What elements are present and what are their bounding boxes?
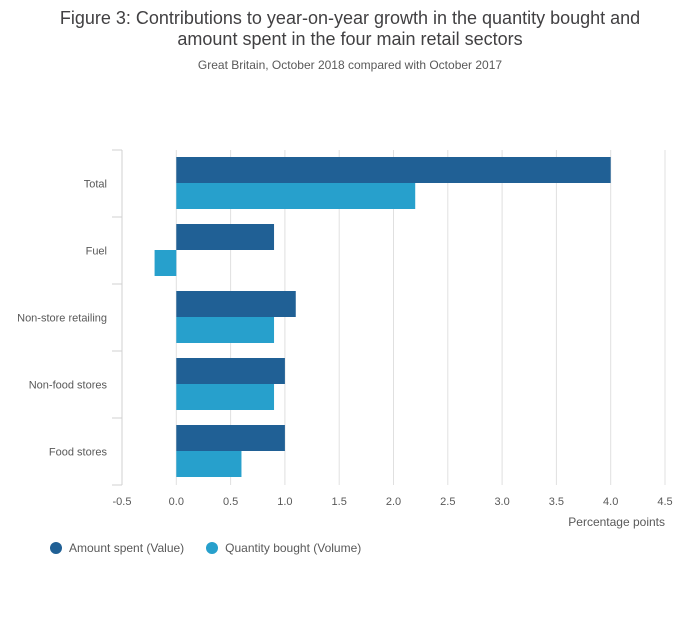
y-tick-label: Fuel [86, 246, 107, 258]
chart-title-line-1: Figure 3: Contributions to year-on-year … [59, 8, 641, 28]
x-tick-label: 3.0 [494, 496, 509, 508]
legend-value-swatch-icon [50, 542, 62, 554]
x-tick-label: 0.0 [169, 496, 184, 508]
y-tick-label: Non-store retailing [17, 313, 107, 325]
bar-volume-total [176, 183, 416, 209]
x-axis-title: Percentage points [568, 515, 665, 529]
y-tick-label: Food stores [49, 447, 108, 459]
chart-subtitle: Great Britain, October 2018 compared wit… [197, 58, 503, 72]
chart-title: Figure 3: Contributions to year-on-year … [0, 8, 700, 50]
x-tick-label: 0.5 [223, 496, 238, 508]
x-tick-label: -0.5 [113, 496, 132, 508]
bar-value-total [176, 157, 611, 183]
y-tick-label: Non-food stores [29, 380, 108, 392]
x-tick-label: 3.5 [549, 496, 564, 508]
bar-volume-food-stores [176, 451, 242, 477]
legend-volume-label: Quantity bought (Volume) [225, 541, 362, 555]
legend-volume-swatch-icon [206, 542, 219, 554]
bar-value-fuel [176, 224, 275, 250]
bar-volume-non-food-stores [176, 384, 275, 410]
chart-title-line-2: amount spent in the four main retail sec… [177, 29, 523, 49]
x-tick-label: 2.0 [386, 496, 401, 508]
legend-value-label: Amount spent (Value) [69, 541, 185, 555]
bar-volume-non-store-retailing [176, 317, 275, 343]
x-tick-label: 2.5 [440, 496, 455, 508]
x-tick-label: 1.0 [277, 496, 292, 508]
x-tick-label: 1.5 [332, 496, 347, 508]
bar-volume-fuel [154, 250, 177, 276]
bar-value-food-stores [176, 425, 285, 451]
x-tick-label: 4.0 [603, 496, 618, 508]
chart-legend: Amount spent (Value) Quantity bought (Vo… [50, 541, 383, 555]
bar-value-non-food-stores [176, 358, 285, 384]
x-tick-label: 4.5 [657, 496, 672, 508]
bar-value-non-store-retailing [176, 291, 296, 317]
y-tick-label: Total [84, 179, 107, 191]
legend-item-value[interactable]: Amount spent (Value) [50, 541, 184, 555]
legend-item-volume[interactable]: Quantity bought (Volume) [206, 541, 361, 555]
